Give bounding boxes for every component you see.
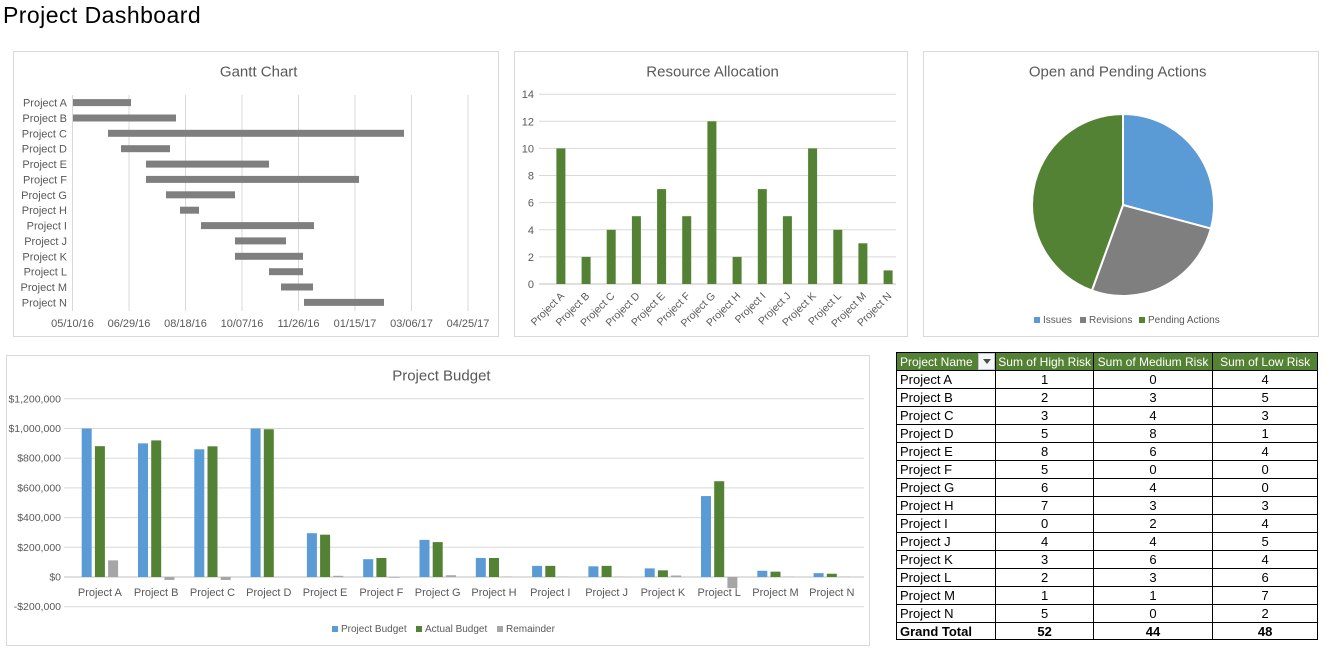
svg-text:01/15/17: 01/15/17 — [334, 318, 377, 330]
svg-text:Project C: Project C — [190, 587, 235, 599]
svg-text:10: 10 — [522, 143, 534, 155]
svg-text:Actual Budget: Actual Budget — [425, 624, 487, 635]
svg-text:8: 8 — [528, 171, 534, 183]
svg-text:Project A: Project A — [23, 98, 68, 110]
svg-text:$0: $0 — [49, 572, 61, 584]
svg-text:Open and Pending Actions: Open and Pending Actions — [1029, 64, 1207, 81]
svg-text:Project B: Project B — [134, 587, 179, 599]
svg-text:12: 12 — [522, 116, 534, 128]
svg-text:Issues: Issues — [1043, 315, 1072, 326]
svg-text:Project D: Project D — [22, 144, 67, 156]
svg-text:04/25/17: 04/25/17 — [447, 318, 490, 330]
svg-text:$1,000,000: $1,000,000 — [8, 423, 61, 435]
svg-text:Project A: Project A — [78, 587, 123, 599]
svg-text:Project H: Project H — [22, 205, 67, 217]
svg-text:Project G: Project G — [415, 587, 461, 599]
svg-text:03/06/17: 03/06/17 — [390, 318, 433, 330]
svg-text:Project N: Project N — [809, 587, 854, 599]
svg-text:$1,200,000: $1,200,000 — [8, 393, 61, 405]
svg-text:05/10/16: 05/10/16 — [51, 318, 94, 330]
svg-text:Project J: Project J — [585, 587, 628, 599]
svg-text:Project J: Project J — [24, 236, 67, 248]
svg-text:Project I: Project I — [27, 221, 67, 233]
svg-text:10/07/16: 10/07/16 — [221, 318, 264, 330]
svg-text:Resource Allocation: Resource Allocation — [646, 64, 779, 81]
svg-text:Pending Actions: Pending Actions — [1148, 315, 1220, 326]
svg-text:Project L: Project L — [697, 587, 740, 599]
svg-text:Project D: Project D — [246, 587, 291, 599]
svg-text:Project C: Project C — [22, 128, 67, 140]
svg-text:Project N: Project N — [22, 297, 67, 309]
svg-text:Project Budget: Project Budget — [341, 624, 407, 635]
svg-text:14: 14 — [522, 89, 534, 101]
svg-text:Project E: Project E — [22, 159, 67, 171]
svg-text:11/26/16: 11/26/16 — [277, 318, 319, 330]
svg-text:Project B: Project B — [22, 113, 67, 125]
svg-text:Project I: Project I — [530, 587, 570, 599]
svg-text:$600,000: $600,000 — [17, 482, 61, 494]
svg-text:Project M: Project M — [21, 282, 67, 294]
svg-text:4: 4 — [528, 225, 534, 237]
svg-text:6: 6 — [528, 198, 534, 210]
svg-text:Project F: Project F — [359, 587, 403, 599]
svg-text:Project M: Project M — [752, 587, 798, 599]
svg-text:Project K: Project K — [22, 251, 67, 263]
svg-text:Project F: Project F — [23, 174, 67, 186]
svg-text:06/29/16: 06/29/16 — [108, 318, 151, 330]
svg-text:0: 0 — [528, 279, 534, 291]
svg-text:Gantt Chart: Gantt Chart — [220, 64, 298, 81]
svg-text:$200,000: $200,000 — [17, 542, 61, 554]
svg-text:Project K: Project K — [641, 587, 686, 599]
svg-text:Remainder: Remainder — [506, 624, 556, 635]
svg-text:Project G: Project G — [21, 190, 67, 202]
svg-text:$400,000: $400,000 — [17, 512, 61, 524]
svg-text:-$200,000: -$200,000 — [14, 601, 61, 613]
svg-text:Revisions: Revisions — [1089, 315, 1132, 326]
svg-text:$800,000: $800,000 — [17, 453, 61, 465]
svg-text:2: 2 — [528, 252, 534, 264]
svg-text:Project E: Project E — [303, 587, 348, 599]
svg-text:Project Budget: Project Budget — [392, 368, 491, 385]
svg-text:Project L: Project L — [24, 267, 67, 279]
svg-text:08/18/16: 08/18/16 — [164, 318, 207, 330]
svg-text:Project H: Project H — [471, 587, 516, 599]
